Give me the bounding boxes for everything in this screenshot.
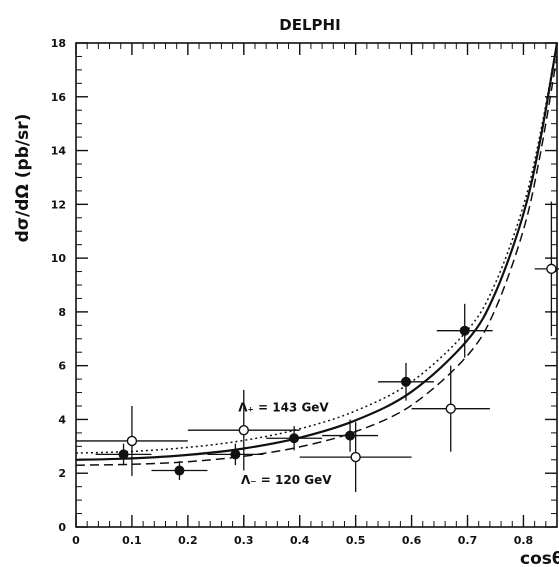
open-marker bbox=[445, 403, 456, 414]
y-tick-label: 8 bbox=[58, 306, 66, 319]
theory-curves bbox=[75, 42, 559, 466]
filled-marker bbox=[118, 449, 129, 460]
filled-marker bbox=[289, 433, 300, 444]
data-point-open bbox=[76, 406, 188, 476]
filled-marker bbox=[174, 465, 185, 476]
filled-marker bbox=[459, 325, 470, 336]
data-point-filled bbox=[436, 303, 493, 358]
y-tick-label: 4 bbox=[58, 413, 66, 426]
y-axis-label: dσ/dΩ (pb/sr) bbox=[13, 114, 33, 243]
x-axis-ticks: 0 0.1 0.2 0.3 0.4 0.5 0.6 0.7 0.8 bbox=[72, 43, 547, 547]
y-tick-label: 12 bbox=[51, 198, 66, 211]
data-point-filled bbox=[95, 443, 152, 466]
open-marker bbox=[238, 425, 249, 436]
data-point-filled bbox=[151, 461, 208, 480]
data-point-open bbox=[299, 422, 412, 493]
y-tick-label: 0 bbox=[58, 521, 66, 534]
data-points bbox=[76, 201, 559, 493]
chart-title: DELPHI bbox=[279, 16, 340, 34]
open-marker bbox=[546, 263, 557, 275]
x-tick-label: 0.6 bbox=[402, 534, 422, 547]
open-marker bbox=[126, 435, 138, 447]
x-tick-label: 0.7 bbox=[458, 534, 478, 547]
x-tick-label: 0.4 bbox=[290, 534, 310, 547]
curve-annotation: Λ₊ = 143 GeV bbox=[238, 400, 329, 414]
data-point-open bbox=[534, 201, 559, 337]
theory-curve-solid bbox=[75, 42, 559, 461]
theory-curve-dotted bbox=[75, 42, 558, 454]
x-tick-label: 0.8 bbox=[514, 534, 534, 547]
data-point-filled bbox=[322, 419, 379, 452]
data-point-filled bbox=[378, 362, 434, 401]
x-tick-label: 0.1 bbox=[122, 534, 142, 547]
y-tick-label: 18 bbox=[51, 37, 66, 50]
y-tick-label: 14 bbox=[51, 145, 67, 158]
annotations: Λ₊ = 143 GeV Λ₋ = 120 GeV bbox=[238, 400, 332, 487]
data-point-filled bbox=[207, 443, 264, 466]
open-marker bbox=[350, 451, 361, 463]
theory-curve-dashed bbox=[75, 56, 558, 466]
x-tick-label: 0.2 bbox=[178, 534, 198, 547]
x-tick-label: 0.3 bbox=[234, 534, 254, 547]
x-tick-label: 0.5 bbox=[346, 534, 366, 547]
y-tick-label: 10 bbox=[51, 252, 67, 265]
filled-marker bbox=[400, 376, 411, 387]
x-tick-label: 0 bbox=[72, 534, 80, 547]
y-tick-label: 2 bbox=[58, 467, 66, 480]
filled-marker bbox=[230, 449, 241, 460]
filled-marker bbox=[345, 430, 356, 441]
curve-annotation: Λ₋ = 120 GeV bbox=[241, 473, 332, 487]
y-tick-label: 6 bbox=[58, 360, 66, 373]
data-point-open bbox=[411, 365, 490, 452]
x-axis-label: cosθ bbox=[520, 549, 559, 567]
data-point-open bbox=[187, 389, 300, 471]
y-tick-label: 16 bbox=[51, 91, 67, 104]
